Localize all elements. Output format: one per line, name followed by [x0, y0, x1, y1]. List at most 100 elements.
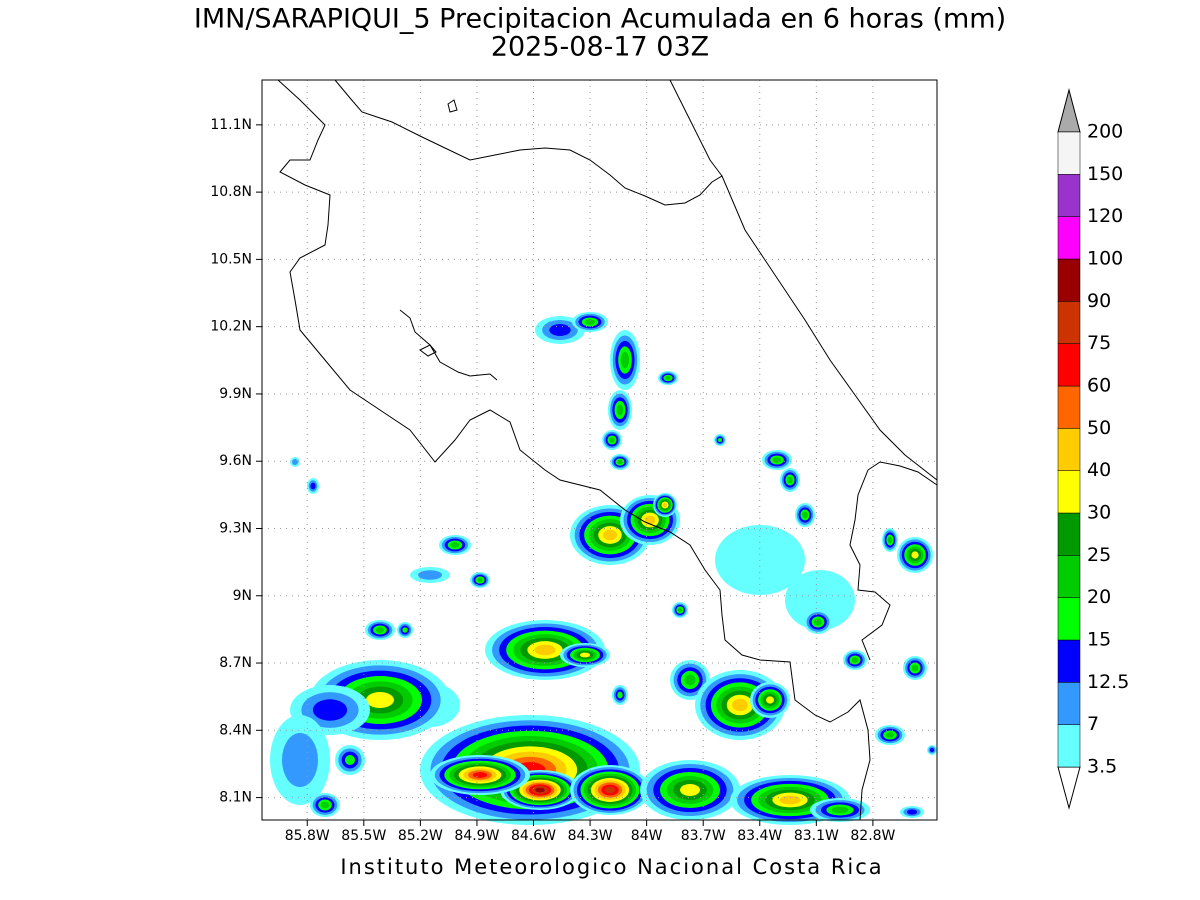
- colorbar-band: [1057, 131, 1081, 175]
- precip-contour: [375, 627, 385, 633]
- precip-contour: [644, 515, 656, 525]
- colorbar-band: [1057, 639, 1081, 683]
- colorbar-label: 50: [1087, 417, 1111, 439]
- colorbar-band: [1057, 597, 1081, 641]
- colorbar-band: [1057, 512, 1081, 556]
- lon-tick-label: 84.6W: [511, 828, 556, 844]
- lat-tick-label: 9.9N: [219, 386, 252, 402]
- colorbar-label: 40: [1087, 459, 1111, 481]
- precip-contour: [787, 476, 793, 484]
- colorbar-band: [1057, 216, 1081, 260]
- precip-contour: [366, 692, 394, 708]
- lon-tick-label: 83.4W: [737, 828, 782, 844]
- precip-contour: [312, 699, 348, 721]
- precip-contour: [684, 674, 696, 686]
- precip-contour: [732, 698, 748, 712]
- coastlines: [277, 79, 938, 821]
- colorbar-label: 12.5: [1087, 671, 1129, 693]
- precip-contour: [617, 459, 623, 465]
- colorbar-band: [1057, 301, 1081, 344]
- precip-contour: [535, 787, 545, 793]
- colorbar-label: 30: [1087, 502, 1111, 524]
- colorbar-label: 120: [1087, 205, 1123, 227]
- lat-tick-label: 8.4N: [219, 722, 252, 738]
- precip-contour: [310, 482, 316, 490]
- colorbar-label: 15: [1087, 629, 1111, 651]
- colorbar-label: 90: [1087, 290, 1111, 312]
- colorbar-band: [1057, 555, 1081, 598]
- precip-contour: [477, 577, 483, 583]
- precip-contour: [620, 351, 630, 369]
- map-frame: [261, 79, 938, 821]
- colorbar-band: [1057, 343, 1081, 387]
- precip-contour: [766, 696, 774, 704]
- lat-tick-label: 9N: [233, 588, 252, 604]
- precip-contour: [616, 404, 624, 416]
- lon-tick-label: 84.3W: [568, 828, 613, 844]
- colorbar-label: 25: [1087, 544, 1111, 566]
- lat-tick-label: 8.1N: [219, 790, 252, 806]
- precip-contour: [609, 437, 615, 443]
- precip-contour: [585, 319, 595, 325]
- lat-tick-label: 9.3N: [219, 520, 252, 536]
- colorbar-label: 20: [1087, 586, 1111, 608]
- lon-tick-label: 85.2W: [398, 828, 443, 844]
- precip-contour: [602, 529, 618, 541]
- precip-contour: [345, 755, 355, 765]
- precip-contour: [802, 511, 808, 519]
- lake-shore: [419, 99, 458, 357]
- lat-tick-label: 10.8N: [210, 184, 252, 200]
- lat-tick-label: 10.2N: [210, 319, 252, 335]
- colorbar-band: [1057, 682, 1081, 725]
- lon-tick-label: 85.5W: [341, 828, 386, 844]
- precip-contour: [718, 438, 722, 442]
- precip-contour: [680, 784, 700, 796]
- colorbar-label: 200: [1087, 121, 1123, 143]
- precip-contour: [662, 502, 668, 508]
- precip-contour: [885, 732, 895, 738]
- precip-contour: [906, 809, 918, 815]
- precip-contour: [402, 627, 408, 633]
- precip-contour: [677, 607, 683, 613]
- lon-tick-label: 85.8W: [285, 828, 330, 844]
- panama-border: [849, 461, 938, 661]
- colorbar: 3.5 7 12.5 15 20 25 30 40 50 60 75 90 100 120 150 200: [1057, 88, 1129, 810]
- colorbar-under: [1057, 766, 1081, 810]
- precip-contour: [665, 376, 671, 380]
- precip-contour: [831, 806, 849, 814]
- lon-tick-label: 83.1W: [794, 828, 839, 844]
- lat-tick-label: 10.5N: [210, 251, 252, 267]
- nicoya-gulf: [399, 309, 498, 381]
- precip-contour: [772, 457, 782, 463]
- lon-tick-label: 84.9W: [454, 828, 499, 844]
- precip-contour: [785, 570, 855, 630]
- precip-contour: [929, 747, 935, 753]
- precip-field: [270, 312, 937, 825]
- colorbar-label: 3.5: [1087, 756, 1117, 778]
- precip-contour: [282, 733, 318, 787]
- colorbar-label: 75: [1087, 332, 1111, 354]
- colorbar-band: [1057, 385, 1081, 429]
- colorbar-band: [1057, 724, 1081, 768]
- colorbar-label: 60: [1087, 375, 1111, 397]
- lon-tick-label: 83.7W: [681, 828, 726, 844]
- precip-contour: [779, 795, 801, 805]
- lat-tick-label: 8.7N: [219, 655, 252, 671]
- pacific-coast: [277, 79, 871, 821]
- colorbar-band: [1057, 470, 1081, 514]
- colorbar-label: 7: [1087, 713, 1099, 735]
- colorbar-label: 150: [1087, 163, 1123, 185]
- title: IMN/SARAPIQUI_5 Precipitacion Acumulada …: [194, 4, 1006, 35]
- lat-tick-label: 9.6N: [219, 453, 252, 469]
- footer: Instituto Meteorologico Nacional Costa R…: [340, 855, 883, 879]
- north-border: [334, 79, 729, 206]
- precip-contour: [450, 542, 460, 548]
- lon-tick-label: 82.8W: [850, 828, 895, 844]
- colorbar-band: [1057, 174, 1081, 217]
- colorbar-band: [1057, 428, 1081, 471]
- precip-contour: [418, 570, 442, 580]
- precip-contour: [814, 618, 822, 626]
- precip-contour: [472, 772, 488, 778]
- precip-contour: [549, 324, 571, 336]
